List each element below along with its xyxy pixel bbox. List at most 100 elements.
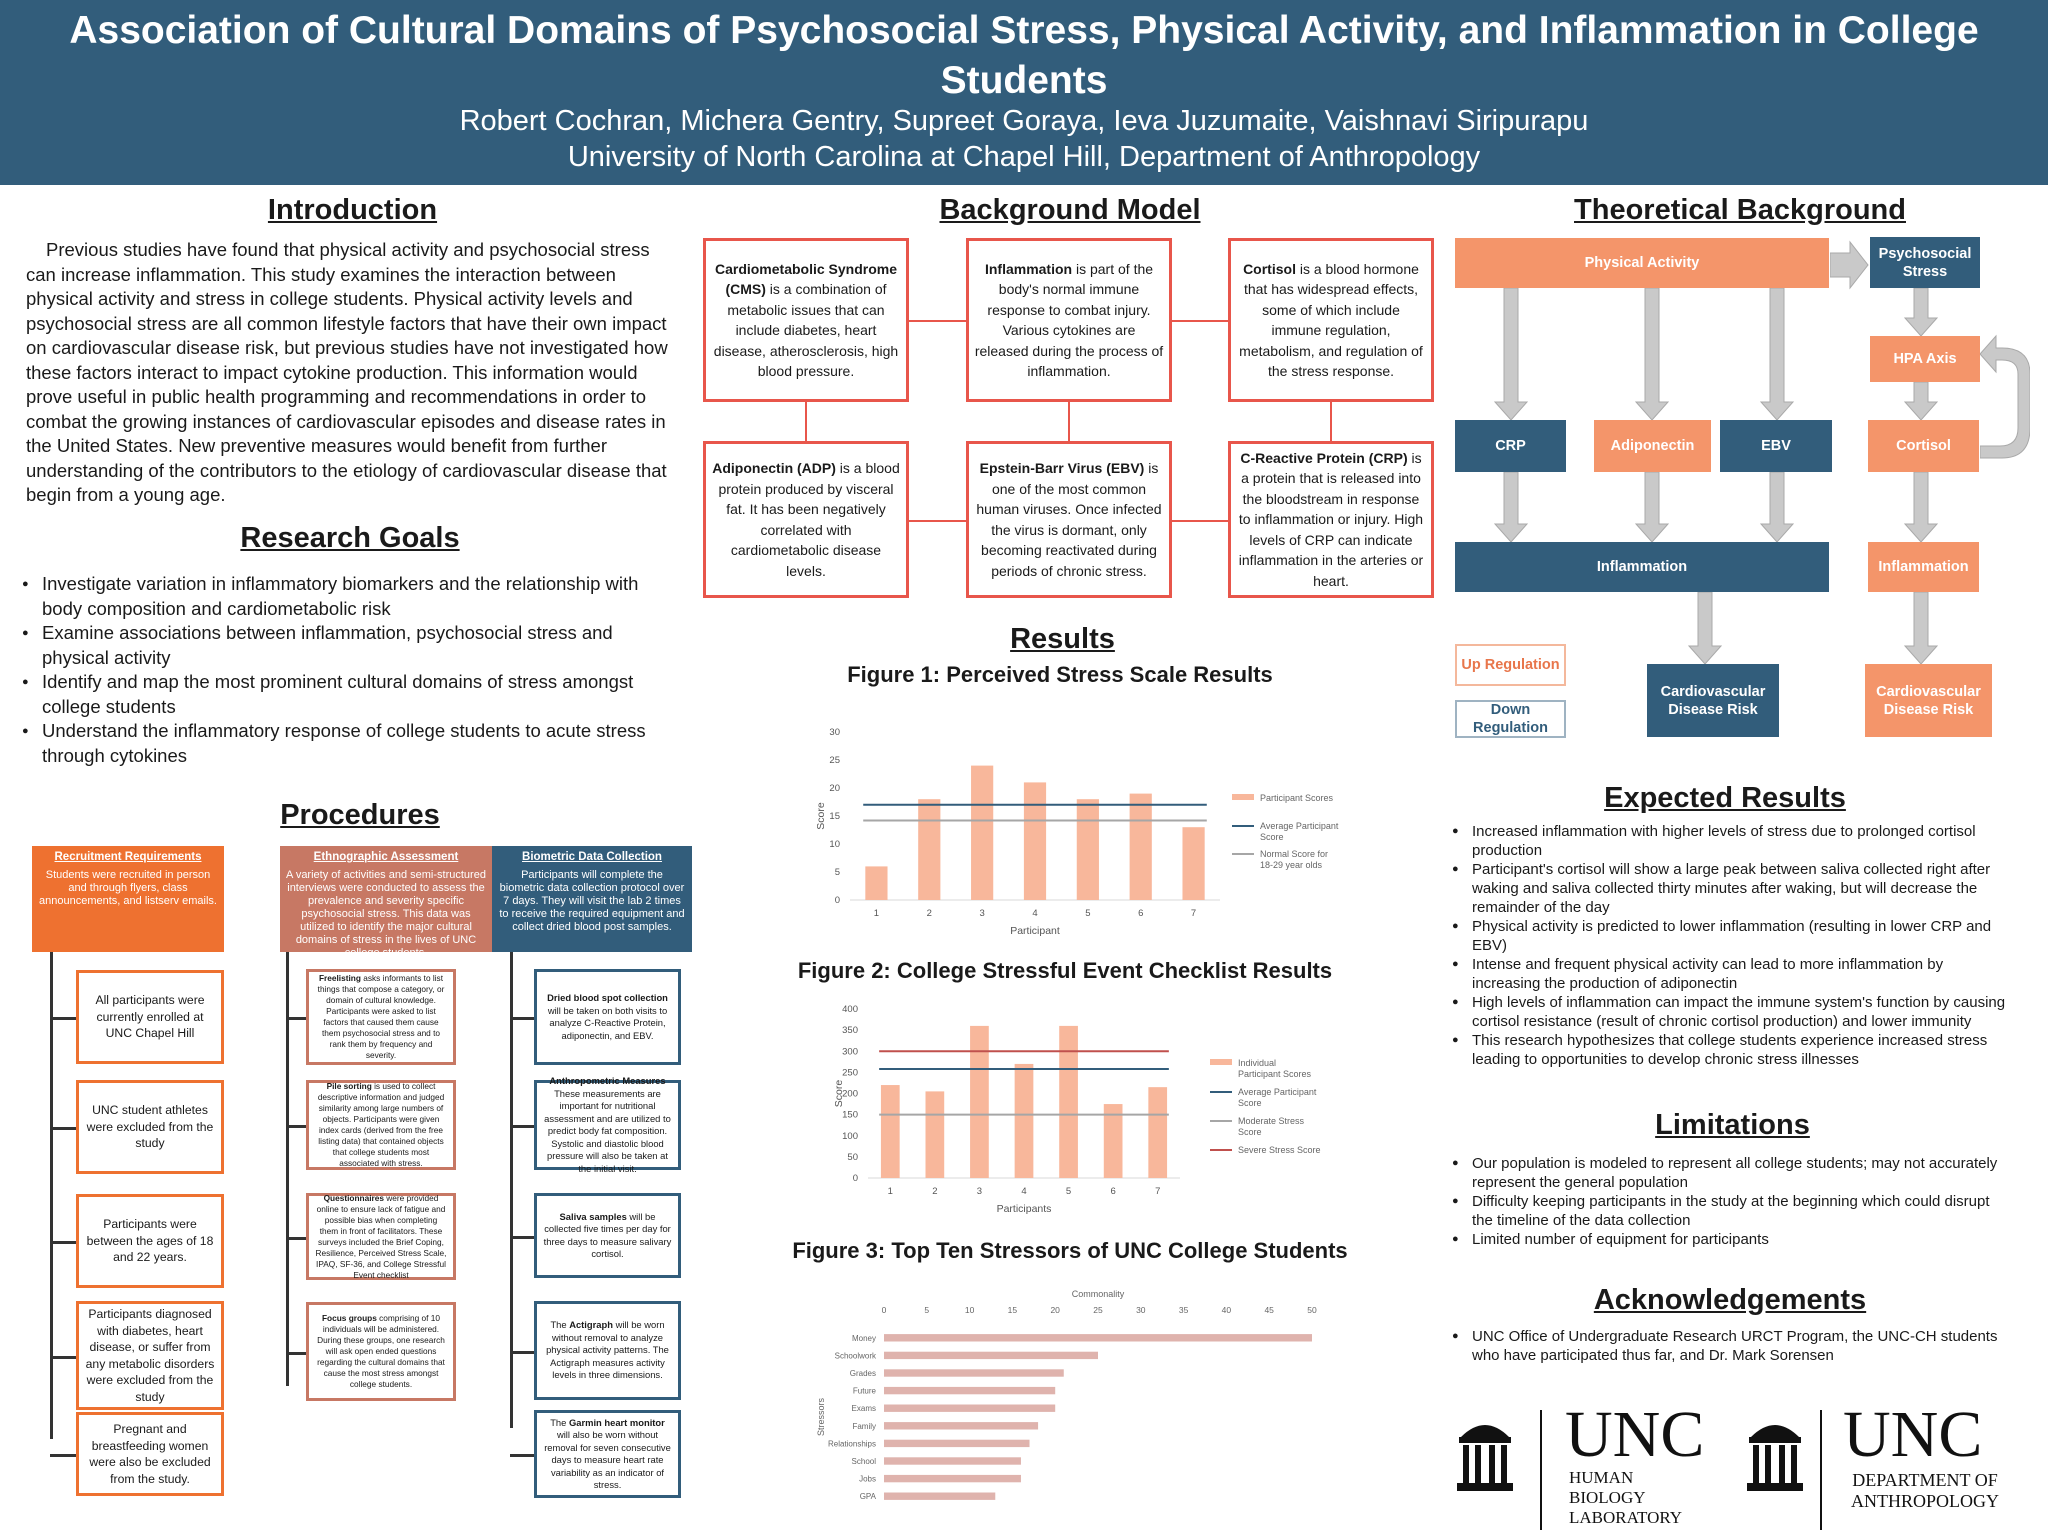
y-axis-label: Score: [815, 802, 827, 830]
introduction-heading: Introduction: [267, 194, 438, 226]
y-tick-label: 30: [829, 727, 840, 738]
recruitment-box: All participants were currently enrolled…: [76, 970, 224, 1064]
bar: [884, 1334, 1312, 1342]
y-tick-label: School: [852, 1457, 877, 1466]
hpa-axis-box: HPA Axis: [1870, 336, 1980, 382]
connector-line: [1068, 402, 1070, 441]
inflammation-box: Inflammation: [1455, 542, 1829, 592]
x-tick-label: 15: [1008, 1305, 1018, 1315]
y-tick-label: 0: [835, 895, 840, 906]
psychosocial-stress-box: Psychosocial Stress: [1870, 237, 1980, 288]
procedures-heading: Procedures: [280, 799, 440, 831]
bar: [884, 1474, 1021, 1483]
crp-box: C-Reactive Protein (CRP) is a protein th…: [1228, 441, 1434, 598]
bar: [1023, 782, 1047, 900]
logo-divider: [1820, 1410, 1822, 1530]
y-tick-label: 250: [842, 1067, 858, 1078]
x-axis-label: Participant: [1010, 925, 1060, 937]
authors: Robert Cochran, Michera Gentry, Supreet …: [459, 105, 1589, 137]
down-arrow-icon: [1903, 472, 1939, 542]
list-item: Increased inflammation with higher level…: [1452, 822, 2012, 860]
legend-swatch: [1210, 1059, 1232, 1065]
x-tick-label: 2: [927, 908, 932, 919]
x-tick-label: 50: [1307, 1305, 1317, 1315]
bar: [1059, 1025, 1078, 1178]
timeline-line: [510, 952, 513, 1428]
bar: [884, 1404, 1056, 1412]
ethnographic-box: Focus groups comprising of 10 individual…: [306, 1302, 456, 1401]
x-tick-label: 6: [1110, 1186, 1115, 1197]
down-arrow-icon: [1759, 472, 1795, 542]
y-tick-label: 5: [835, 867, 840, 878]
feedback-arrow-icon: [1980, 334, 2030, 459]
recruitment-requirements-header: Recruitment Requirements Students were re…: [32, 846, 224, 952]
right-arrow-icon: [1830, 240, 1869, 290]
y-tick-label: Exams: [852, 1404, 876, 1413]
x-tick-label: 1: [874, 908, 879, 919]
acknowledgements-list: UNC Office of Undergraduate Research URC…: [1452, 1327, 2012, 1365]
background-model-heading: Background Model: [939, 194, 1201, 226]
y-tick-label: 150: [842, 1110, 858, 1121]
legend-label: Normal Score for 18-29 year olds: [1260, 849, 1328, 870]
adiponectin-box: Adiponectin: [1594, 420, 1711, 472]
timeline-connector: [286, 1236, 306, 1240]
research-goals-heading: Research Goals: [240, 522, 460, 554]
biometric-box: The Garmin heart monitor will also be wo…: [534, 1410, 681, 1498]
y-tick-label: Jobs: [859, 1475, 876, 1484]
figure1-chart: 0 5 10 15 20 25 30 1 2 3 4 5 6 7 Participant Score Parti…: [815, 727, 1339, 937]
theoretical-background-heading: Theoretical Background: [1574, 194, 1906, 226]
old-well-icon: [1747, 1425, 1803, 1491]
x-tick-label: 5: [1085, 908, 1090, 919]
timeline-connector: [510, 1350, 534, 1354]
biometric-box: Anthropometric Measures These measuremen…: [534, 1075, 681, 1174]
biometric-data-collection-header: Biometric Data Collection Participants wi…: [492, 846, 692, 952]
legend-label: Average Participant Score: [1260, 821, 1339, 842]
bar: [884, 1457, 1021, 1465]
header-banner: Association of Cultural Domains of Psych…: [0, 0, 2048, 185]
down-arrow-icon: [1634, 472, 1670, 542]
unc-hbl-logo-subtitle: HUMAN BIOLOGY LABORATORY: [1569, 1468, 1683, 1527]
bar: [971, 765, 994, 900]
y-tick-label: 20: [829, 783, 840, 794]
bar: [1148, 1087, 1168, 1178]
figure2-title: Figure 2: College Stressful Event Checkl…: [797, 958, 1333, 983]
x-tick-label: 45: [1264, 1305, 1274, 1315]
list-item: High levels of inflammation can impact t…: [1452, 993, 2012, 1031]
bar: [1103, 1104, 1123, 1178]
connector-line: [909, 320, 966, 322]
timeline-connector: [50, 1241, 76, 1244]
figure2-chart: 0 50 100 150 200 250 300 350 400 1 2 3 4 5 6 7 Participa…: [833, 1004, 1321, 1215]
x-tick-label: 7: [1191, 908, 1196, 919]
expected-results-list: Increased inflammation with higher level…: [1452, 822, 2012, 1069]
y-tick-label: Schoolwork: [835, 1351, 877, 1360]
ethnographic-box: Pile sorting is used to collect descript…: [306, 1080, 456, 1170]
ebv-box: Epstein-Barr Virus (EBV) is one of the m…: [966, 441, 1172, 598]
down-arrow-icon: [1903, 288, 1939, 336]
inflammation-box: Inflammation is part of the body's norma…: [966, 238, 1172, 402]
recruitment-box: Participants were between the ages of 18…: [76, 1194, 224, 1288]
x-tick-label: 3: [977, 1186, 982, 1197]
timeline-connector: [286, 1017, 306, 1020]
down-arrow-icon: [1634, 288, 1670, 420]
y-tick-label: 300: [842, 1046, 858, 1057]
bar: [880, 1085, 900, 1178]
x-tick-label: 10: [965, 1305, 975, 1315]
list-item: This research hypothesizes that college …: [1452, 1031, 2012, 1069]
connector-line: [805, 402, 807, 441]
legend-label: Participant Scores: [1260, 793, 1334, 803]
y-tick-label: Grades: [850, 1369, 876, 1378]
figure3-chart: Commonality 0 5 10 15 20 25 30 35 40 45 50 Money Scho…: [816, 1289, 1317, 1501]
old-well-icon: [1457, 1425, 1513, 1491]
research-goals-list: Investigate variation in inflammatory bi…: [22, 572, 682, 768]
down-arrow-icon: [1493, 472, 1529, 542]
y-tick-label: 0: [853, 1173, 858, 1184]
logos: UNC HUMAN BIOLOGY LABORATORY UNC DEPARTMEN…: [1455, 1400, 2035, 1532]
y-tick-label: 10: [829, 839, 840, 850]
biometric-box: Dried blood spot collection will be take…: [534, 969, 681, 1065]
acknowledgements-heading: Acknowledgements: [1593, 1284, 1867, 1316]
ebv-box: EBV: [1720, 420, 1832, 472]
cortisol-box: Cortisol is a blood hormone that has wid…: [1228, 238, 1434, 402]
y-tick-label: 200: [842, 1089, 858, 1100]
x-tick-label: 20: [1050, 1305, 1060, 1315]
legend-swatch: [1232, 794, 1254, 800]
